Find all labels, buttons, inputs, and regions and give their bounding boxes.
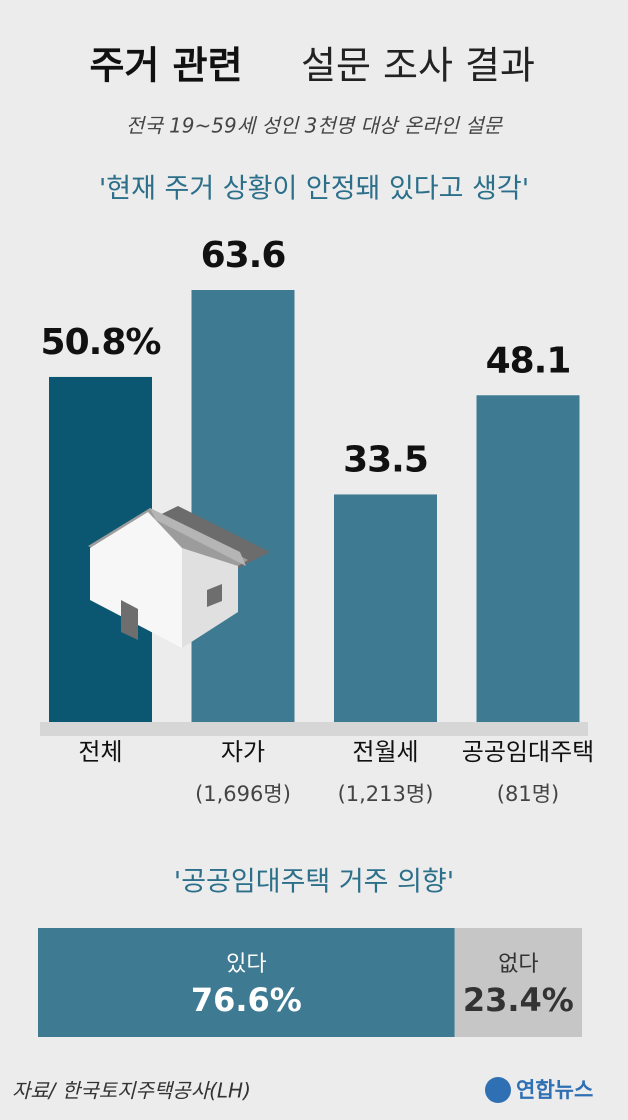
bar: [334, 494, 437, 722]
category-note: (1,696명): [195, 782, 291, 806]
logo: 연합뉴스: [516, 1078, 593, 1102]
value-label: 23.4%: [463, 981, 574, 1019]
category-label: 자가: [221, 738, 265, 766]
value-label: 48.1: [486, 340, 571, 381]
bar-group: 50.8% 전체 63.6 자가 (1,696명) 33.5 전월세 (1,213명) 48.1…: [41, 235, 595, 806]
bar: [476, 395, 580, 722]
bar-segment: [454, 928, 582, 1037]
house-door: [121, 600, 138, 640]
value-label: 76.6%: [191, 981, 302, 1019]
value-label: 63.6: [201, 235, 286, 276]
source: 자료/ 한국토지주택공사(LH): [12, 1079, 251, 1103]
house-illustration: [88, 506, 270, 648]
house-roof-top: [150, 508, 246, 566]
house-front: [90, 512, 182, 648]
category-note: (81명): [497, 782, 559, 806]
category-label: 있다: [226, 952, 266, 977]
category-note: (1,213명): [338, 782, 434, 806]
chart-title: '공공임대주택 거주 의향': [174, 867, 454, 898]
value-label: 33.5: [343, 439, 428, 480]
subtitle: 전국 19~59세 성인 3천명 대상 온라인 설문: [126, 114, 504, 138]
stacked-bar-group: 있다 76.6% 없다 23.4%: [38, 928, 582, 1037]
title-light: 설문 조사 결과: [301, 44, 535, 88]
value-label: 50.8%: [41, 322, 161, 363]
baseline-shadow: [40, 722, 588, 736]
category-label: 없다: [498, 952, 538, 977]
bar: [191, 290, 295, 722]
title-bold: 주거 관련: [89, 44, 242, 88]
bar-segment: [38, 928, 455, 1037]
category-label: 전월세: [352, 738, 418, 766]
logo-icon: [485, 1077, 511, 1103]
chart-title: '현재 주거 상황이 안정돼 있다고 생각': [99, 174, 529, 205]
category-label: 공공임대주택: [462, 738, 594, 766]
category-label: 전체: [78, 738, 122, 766]
house-window: [207, 584, 222, 607]
